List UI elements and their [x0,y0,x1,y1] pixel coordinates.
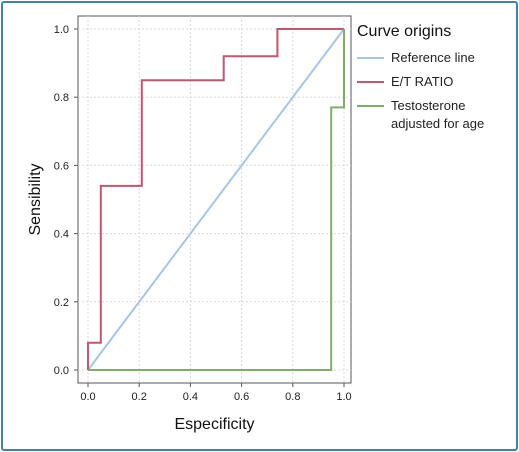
series-line-1 [87,28,344,370]
x-tick-label: 0.4 [183,391,198,403]
legend-label: Reference line [391,50,475,65]
y-tick-label: 0.6 [54,160,69,172]
y-axis-label: Sensibility [27,163,44,235]
x-tick-label: 0.0 [80,391,95,403]
x-axis-label: Especificity [174,416,254,433]
x-tick-label: 0.6 [234,391,249,403]
x-tick-label: 0.8 [285,391,300,403]
y-tick-label: 1.0 [54,24,69,36]
y-tick-label: 0.4 [54,229,69,241]
series-line-2 [88,29,345,371]
legend-label: E/T RATIO [391,74,453,89]
y-tick-label: 0.8 [54,92,69,104]
series-line-0 [87,28,345,371]
y-tick-label: 0.0 [54,365,69,377]
legend-label: Testosterone adjusted for age [391,98,484,131]
legend-title: Curve origins [357,23,451,40]
x-tick-label: 0.2 [132,391,147,403]
x-tick-label: 1.0 [336,391,351,403]
y-tick-label: 0.2 [54,297,69,309]
